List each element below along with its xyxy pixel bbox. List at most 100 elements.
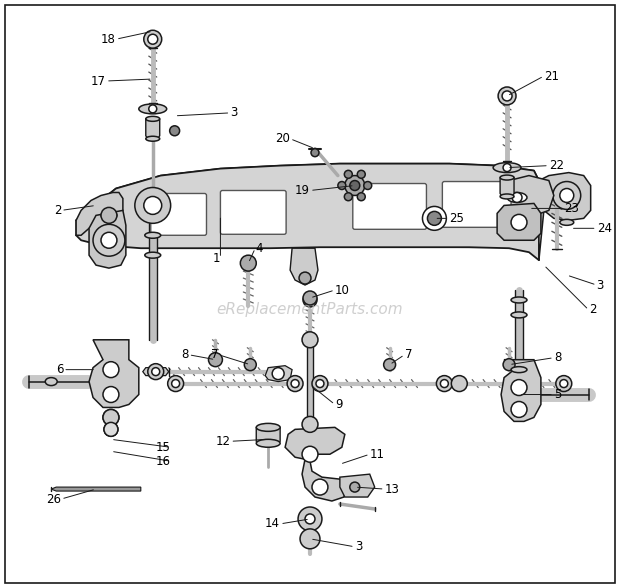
Ellipse shape (145, 232, 161, 238)
Circle shape (135, 188, 170, 223)
Circle shape (511, 402, 527, 417)
Circle shape (498, 87, 516, 105)
Ellipse shape (146, 136, 160, 141)
Circle shape (103, 409, 119, 425)
Polygon shape (89, 211, 126, 268)
Ellipse shape (493, 163, 521, 172)
Ellipse shape (507, 192, 527, 202)
Circle shape (93, 225, 125, 256)
Text: 25: 25 (450, 212, 464, 225)
Polygon shape (340, 474, 374, 497)
Circle shape (104, 422, 118, 436)
Text: 3: 3 (596, 279, 604, 292)
Circle shape (312, 376, 328, 392)
Polygon shape (51, 487, 141, 491)
Text: 2: 2 (54, 204, 61, 217)
FancyBboxPatch shape (221, 191, 286, 234)
Text: 8: 8 (554, 351, 561, 364)
Circle shape (149, 105, 157, 113)
Circle shape (272, 368, 284, 380)
Text: 19: 19 (295, 184, 310, 197)
Circle shape (503, 163, 511, 172)
Circle shape (345, 176, 365, 195)
FancyBboxPatch shape (353, 183, 427, 229)
Circle shape (101, 232, 117, 248)
Circle shape (357, 171, 365, 178)
Circle shape (384, 359, 396, 370)
Ellipse shape (101, 212, 117, 218)
Circle shape (103, 409, 119, 425)
Ellipse shape (145, 252, 161, 258)
Circle shape (302, 332, 318, 348)
Polygon shape (539, 172, 591, 260)
Ellipse shape (256, 439, 280, 447)
Text: 18: 18 (101, 33, 116, 46)
Circle shape (344, 171, 352, 178)
Circle shape (144, 30, 162, 48)
Circle shape (560, 189, 574, 202)
Ellipse shape (256, 423, 280, 432)
Circle shape (148, 34, 157, 44)
Circle shape (427, 212, 441, 225)
Polygon shape (285, 427, 348, 501)
FancyBboxPatch shape (151, 193, 206, 235)
Ellipse shape (45, 377, 57, 386)
Circle shape (144, 196, 162, 215)
Text: 5: 5 (554, 388, 561, 401)
Circle shape (101, 208, 117, 223)
Circle shape (502, 91, 512, 101)
Text: 7: 7 (211, 348, 218, 361)
Polygon shape (497, 203, 541, 240)
Circle shape (303, 293, 317, 307)
Text: 10: 10 (335, 283, 350, 296)
Circle shape (357, 193, 365, 201)
Circle shape (287, 376, 303, 392)
Circle shape (512, 192, 522, 202)
Text: 2: 2 (588, 303, 596, 316)
Circle shape (103, 362, 119, 377)
Polygon shape (76, 192, 123, 235)
Circle shape (302, 416, 318, 432)
Circle shape (148, 363, 164, 380)
Polygon shape (89, 340, 139, 407)
Ellipse shape (500, 194, 514, 199)
Ellipse shape (511, 297, 527, 303)
FancyBboxPatch shape (443, 182, 511, 228)
Circle shape (440, 380, 448, 387)
Polygon shape (146, 119, 160, 139)
Circle shape (316, 380, 324, 387)
Text: 21: 21 (544, 69, 559, 82)
Text: 26: 26 (46, 493, 61, 506)
Text: 3: 3 (355, 540, 362, 553)
Circle shape (208, 353, 223, 367)
Polygon shape (256, 427, 280, 443)
Circle shape (311, 149, 319, 156)
Text: 13: 13 (384, 483, 399, 496)
Ellipse shape (146, 116, 160, 121)
Circle shape (303, 291, 317, 305)
Ellipse shape (511, 367, 527, 373)
Text: 8: 8 (181, 348, 188, 361)
Circle shape (305, 514, 315, 524)
Circle shape (422, 206, 446, 230)
Text: 12: 12 (215, 435, 231, 448)
Polygon shape (76, 163, 539, 260)
Text: 22: 22 (549, 159, 564, 172)
Text: 15: 15 (156, 441, 171, 454)
Text: 1: 1 (213, 252, 221, 265)
Circle shape (312, 479, 328, 495)
Text: 9: 9 (335, 398, 342, 411)
Circle shape (170, 126, 180, 136)
Circle shape (338, 182, 346, 189)
Polygon shape (484, 176, 554, 220)
Ellipse shape (500, 175, 514, 180)
Circle shape (503, 359, 515, 370)
Circle shape (560, 380, 568, 387)
Circle shape (436, 376, 453, 392)
Text: 23: 23 (564, 202, 578, 215)
Text: 11: 11 (370, 447, 385, 461)
Circle shape (553, 182, 581, 209)
Circle shape (364, 182, 372, 189)
Circle shape (241, 255, 256, 271)
Polygon shape (500, 178, 514, 196)
